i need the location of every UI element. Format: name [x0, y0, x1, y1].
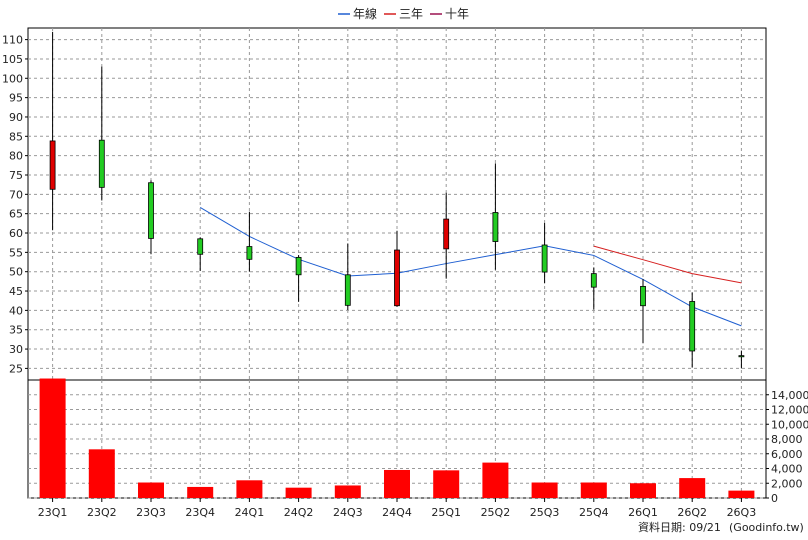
data-date: 資料日期: 09/21: [638, 520, 721, 534]
ma-line-2: [593, 245, 742, 284]
candle-body: [246, 246, 253, 260]
candle-body: [344, 274, 351, 306]
x-tick-label: 26Q1: [628, 506, 658, 519]
price-panel: 25 30 35 40 45 50 55 60 65 70 75 80 85 90 95 100 105 110: [2, 27, 767, 381]
x-tick-label: 23Q2: [87, 506, 117, 519]
volume-bar: [334, 485, 361, 498]
candles: [49, 31, 745, 369]
price-tick-label: 90: [9, 111, 23, 124]
legend-label-1: 年線: [353, 6, 377, 21]
price-tick-label: 45: [9, 285, 23, 298]
price-tick-label: 80: [9, 150, 23, 163]
x-tick-label: 24Q1: [235, 506, 265, 519]
candle-body: [590, 273, 597, 288]
x-tick-label: 26Q3: [727, 506, 757, 519]
candle-body: [394, 249, 400, 307]
x-tick-label: 25Q4: [579, 506, 609, 519]
price-tick-label: 50: [9, 266, 23, 279]
x-tick-label: 25Q1: [431, 506, 461, 519]
volume-bar: [630, 483, 656, 498]
price-tick-label: 100: [2, 72, 23, 85]
volume-bar: [580, 482, 607, 498]
volume-bar: [384, 469, 410, 498]
x-axis: 23Q1 23Q2 23Q3 23Q4 24Q1 24Q2 24Q3 24Q4 25Q1 25Q2…: [38, 498, 756, 519]
moving-average-lines: [199, 207, 742, 327]
candle-body: [541, 244, 548, 273]
candle-body: [689, 301, 696, 352]
volume-bars: [39, 378, 755, 498]
volume-tick-label: 8,000: [771, 433, 803, 446]
legend-label-2: 三年: [399, 7, 423, 21]
price-axis: 25 30 35 40 45 50 55 60 65 70 75 80 85 90 95 100 105 110: [2, 34, 28, 375]
price-tick-label: 55: [9, 246, 23, 259]
price-tick-label: 105: [2, 53, 23, 66]
price-tick-label: 110: [2, 34, 23, 47]
x-tick-label: 24Q2: [284, 506, 314, 519]
price-tick-label: 70: [9, 188, 23, 201]
volume-bar: [88, 449, 115, 498]
volume-bar: [728, 490, 755, 498]
volume-tick-label: 0: [771, 492, 778, 505]
volume-bar: [433, 470, 460, 498]
x-tick-label: 25Q3: [530, 506, 560, 519]
x-tick-label: 25Q2: [481, 506, 511, 519]
legend: 年線 三年 十年: [338, 6, 469, 21]
price-tick-label: 40: [9, 304, 23, 317]
volume-bar: [531, 482, 558, 498]
candle-body: [98, 139, 105, 188]
candle-body: [492, 212, 499, 242]
volume-tick-label: 14,000: [771, 389, 808, 402]
volume-bar: [285, 487, 312, 498]
volume-bar: [236, 480, 263, 498]
volume-bar: [482, 462, 509, 498]
candle-body: [640, 285, 646, 307]
volume-tick-label: 2,000: [771, 477, 803, 490]
data-source: (Goodinfo.tw): [729, 521, 804, 534]
candle-body: [148, 182, 154, 239]
price-tick-label: 25: [9, 362, 23, 375]
price-tick-label: 60: [9, 227, 23, 240]
price-tick-label: 85: [9, 130, 23, 143]
x-tick-label: 23Q3: [136, 506, 166, 519]
candle-body: [49, 140, 56, 190]
candle-body: [295, 256, 302, 276]
legend-label-3: 十年: [445, 7, 469, 21]
x-tick-label: 26Q2: [677, 506, 707, 519]
candle-body: [443, 218, 450, 250]
volume-tick-label: 6,000: [771, 448, 803, 461]
x-tick-label: 23Q4: [185, 506, 215, 519]
volume-tick-label: 4,000: [771, 463, 803, 476]
price-tick-label: 75: [9, 169, 23, 182]
ma-line-1: [199, 207, 742, 327]
price-tick-label: 35: [9, 324, 23, 337]
price-tick-label: 65: [9, 208, 23, 221]
price-tick-label: 95: [9, 92, 23, 105]
x-tick-label: 23Q1: [38, 506, 68, 519]
volume-bar: [138, 482, 164, 498]
candle-body: [738, 355, 745, 358]
x-tick-label: 24Q4: [382, 506, 412, 519]
volume-tick-label: 12,000: [771, 404, 808, 417]
volume-tick-label: 10,000: [771, 418, 808, 431]
volume-bar: [187, 486, 214, 498]
price-tick-label: 30: [9, 343, 23, 356]
volume-bar: [679, 478, 706, 498]
volume-bar: [39, 378, 66, 498]
candle-body: [197, 238, 204, 255]
x-tick-label: 24Q3: [333, 506, 363, 519]
